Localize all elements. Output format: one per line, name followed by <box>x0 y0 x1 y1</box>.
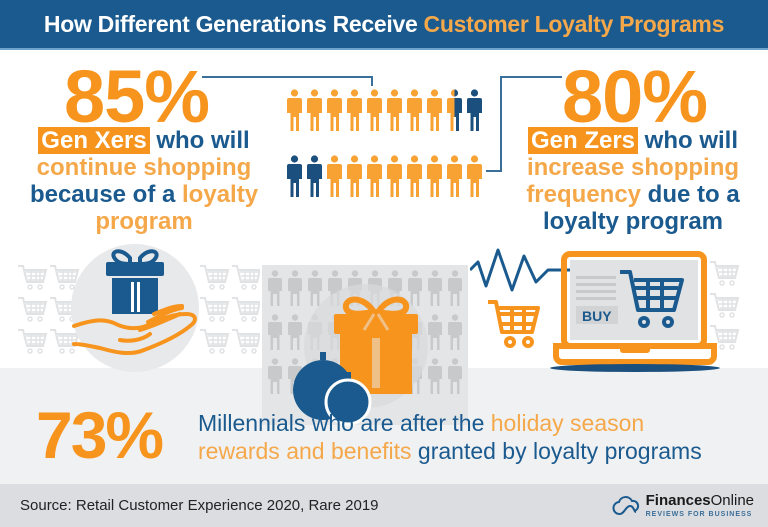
gen-z-line4: loyalty program <box>542 208 724 235</box>
brand-name: FinancesOnline <box>645 492 754 509</box>
connector-line-right-end <box>486 170 502 172</box>
gen-z-description: Gen Zers who will increase shopping freq… <box>500 127 766 235</box>
title-main: How Different Generations Receive <box>43 10 424 37</box>
person-icon <box>327 89 342 131</box>
millennials-description: Millennials who are after the holiday se… <box>198 409 702 465</box>
person-icon <box>307 155 322 197</box>
gen-x-percentage: 85% <box>64 55 210 138</box>
person-icon <box>447 155 462 197</box>
infographic-canvas: 85% Gen Xers who will continue shopping … <box>0 52 768 527</box>
person-icon <box>347 89 362 131</box>
millennials-line1b: holiday season <box>490 410 645 436</box>
millennials-percentage: 73% <box>36 398 164 472</box>
buy-label: BUY <box>582 308 612 324</box>
trend-line-icon <box>470 248 586 292</box>
gen-z-percentage: 80% <box>562 55 708 138</box>
gen-x-line3a: because of a <box>29 181 183 208</box>
title-accent: Customer Loyalty Programs <box>423 10 725 37</box>
person-icon <box>367 155 382 197</box>
gen-x-description: Gen Xers who will continue shopping beca… <box>4 127 284 235</box>
cloud-icon <box>612 495 639 515</box>
gen-z-line3a: frequency <box>526 181 642 208</box>
people-row-gen-z <box>286 155 483 198</box>
gen-x-line2: continue shopping <box>36 154 252 181</box>
laptop-buy-illustration: BUY <box>470 248 720 372</box>
hand-icon <box>72 312 197 356</box>
person-icon <box>427 89 442 131</box>
gen-z-line2: increase shopping <box>526 154 740 181</box>
gen-x-highlight: Gen Xers <box>38 127 150 154</box>
person-icon <box>407 155 422 197</box>
brand-tagline: REVIEWS FOR BUSINESS <box>645 511 753 518</box>
gift-in-hand-illustration <box>71 244 199 372</box>
source-citation: Source: Retail Customer Experience 2020,… <box>20 497 379 514</box>
people-row-gen-x <box>286 89 483 132</box>
blue-cart-icon <box>620 270 684 328</box>
person-icon <box>467 155 482 197</box>
gen-x-line4: program <box>95 208 193 235</box>
person-icon <box>287 89 302 131</box>
connector-line-right <box>500 76 562 78</box>
gen-x-line1: who will <box>149 127 250 154</box>
title-bar: How Different Generations Receive Custom… <box>0 0 768 50</box>
person-icon <box>307 89 322 131</box>
person-icon <box>407 89 422 131</box>
connector-line-left <box>202 76 372 78</box>
person-half-icon <box>447 89 462 131</box>
orange-gift-icon <box>334 296 418 394</box>
ornaments-icon <box>293 352 372 426</box>
person-icon <box>347 155 362 197</box>
footer: Source: Retail Customer Experience 2020,… <box>0 484 768 527</box>
page-title: How Different Generations Receive Custom… <box>44 11 724 38</box>
gen-z-line1: who will <box>638 127 739 154</box>
person-icon <box>367 89 382 131</box>
millennials-line2b: granted by loyalty programs <box>411 438 702 464</box>
connector-line-left-drop <box>371 76 373 86</box>
person-icon <box>327 155 342 197</box>
financesonline-logo[interactable]: FinancesOnline REVIEWS FOR BUSINESS <box>612 493 754 518</box>
person-icon <box>287 155 302 197</box>
person-icon <box>387 89 402 131</box>
gift-ornaments-illustration <box>293 284 428 426</box>
gift-icon <box>106 249 164 314</box>
gen-x-line3b: loyalty <box>182 181 259 208</box>
millennials-line1a: Millennials who are after the <box>198 410 491 436</box>
person-icon <box>387 155 402 197</box>
orange-cart-icon <box>488 300 540 348</box>
person-icon <box>427 155 442 197</box>
connector-line-right-vertical <box>500 76 502 172</box>
gen-z-highlight: Gen Zers <box>527 127 639 154</box>
millennials-line2a: rewards and benefits <box>198 438 412 464</box>
person-icon <box>467 89 482 131</box>
gen-z-line3b: due to a <box>641 181 740 208</box>
